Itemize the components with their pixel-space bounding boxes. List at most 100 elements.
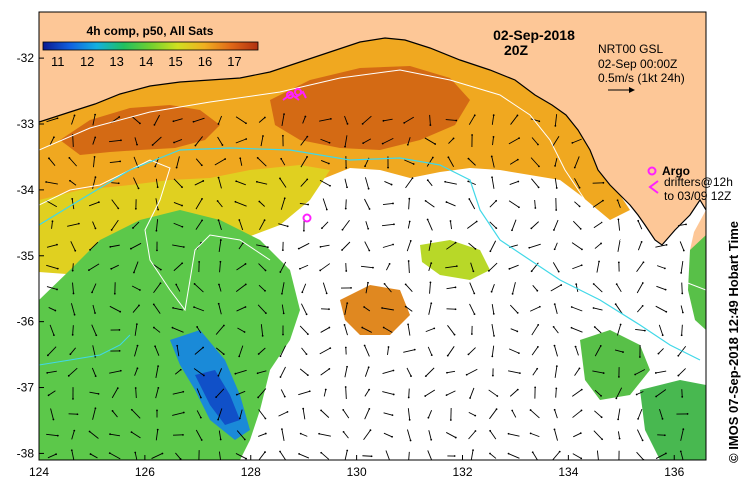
current-vector-head: [580, 457, 582, 459]
current-vector-head: [328, 327, 330, 329]
current-vector-head: [409, 221, 411, 223]
current-vector-head: [279, 178, 281, 180]
current-vector-head: [408, 397, 410, 399]
current-vector-head: [153, 304, 155, 306]
current-vector-head: [658, 353, 660, 355]
current-vector-head: [342, 409, 344, 411]
current-vector-head: [368, 408, 370, 410]
current-vector-head: [665, 311, 667, 313]
current-vector-head: [601, 438, 603, 440]
current-vector-head: [424, 395, 426, 397]
current-vector-head: [455, 308, 457, 310]
current-vector-head: [534, 386, 536, 388]
current-vector-head: [468, 354, 470, 356]
current-vector-head: [574, 167, 576, 169]
current-vector-head: [245, 138, 247, 140]
current-vector-head: [320, 246, 322, 248]
current-vector-head: [234, 373, 236, 375]
current-vector-head: [220, 439, 222, 441]
current-vector-head: [281, 293, 283, 295]
current-vector-head: [471, 134, 473, 136]
current-vector-head: [350, 287, 352, 289]
current-vector-head: [135, 387, 137, 389]
current-vector-head: [89, 431, 91, 433]
current-vector-head: [687, 413, 689, 415]
current-vector-head: [320, 452, 322, 454]
current-vector-head: [265, 433, 267, 435]
current-vector-arrow: [111, 183, 118, 184]
current-vector-head: [91, 292, 93, 294]
current-vector-head: [368, 250, 370, 252]
current-vector-head: [600, 395, 602, 397]
current-vector-head: [392, 414, 394, 416]
current-vector-head: [391, 184, 393, 186]
current-vector-head: [491, 291, 493, 293]
current-vector-head: [474, 114, 476, 116]
current-vector-head: [556, 365, 558, 367]
current-source-label: NRT00 GSL: [598, 42, 663, 56]
current-vector-head: [530, 409, 532, 411]
current-vector-head: [264, 451, 266, 453]
current-vector-head: [489, 453, 491, 455]
current-vector-head: [580, 228, 582, 230]
current-vector-head: [362, 142, 364, 144]
current-vector-head: [393, 223, 395, 225]
current-vector-arrow: [73, 135, 74, 147]
current-vector-head: [154, 345, 156, 347]
current-vector-head: [68, 157, 70, 159]
current-vector-head: [53, 334, 55, 336]
current-vector-head: [306, 353, 308, 355]
current-vector-head: [555, 209, 557, 211]
current-vector-head: [511, 410, 513, 412]
current-vector-head: [215, 396, 217, 398]
current-vector-head: [118, 116, 120, 118]
current-vector-head: [345, 347, 347, 349]
lat-tick-label: -35: [17, 249, 35, 263]
current-vector-head: [468, 198, 470, 200]
current-vector-head: [637, 418, 639, 420]
current-vector-head: [172, 327, 174, 329]
current-vector-head: [238, 219, 240, 221]
current-vector-head: [77, 413, 79, 415]
current-vector-head: [538, 120, 540, 122]
current-vector-head: [118, 182, 120, 184]
current-vector-head: [264, 117, 266, 119]
current-vector-head: [89, 249, 91, 251]
current-vector-head: [344, 324, 346, 326]
current-vector-head: [280, 376, 282, 378]
current-vector-head: [508, 453, 510, 455]
current-vector-head: [306, 313, 308, 315]
current-vector-head: [643, 261, 645, 263]
current-vector-head: [298, 248, 300, 250]
current-vector-head: [408, 260, 410, 262]
current-vector-head: [636, 394, 638, 396]
current-vector-head: [372, 267, 374, 269]
current-vector-arrow: [409, 389, 410, 398]
colorbar-tick-label: 12: [80, 54, 94, 69]
current-vector-head: [326, 292, 328, 294]
current-vector-head: [109, 246, 111, 248]
current-vector-head: [119, 311, 121, 313]
current-vector-head: [430, 281, 432, 283]
current-vector-head: [493, 136, 495, 138]
lat-tick-label: -38: [17, 446, 35, 460]
current-vector-head: [518, 137, 520, 139]
current-vector-head: [223, 353, 225, 355]
current-vector-head: [413, 163, 415, 165]
current-vector-head: [427, 219, 429, 221]
current-vector-head: [157, 186, 159, 188]
current-vector-head: [383, 327, 385, 329]
current-vector-head: [662, 418, 664, 420]
current-vector-head: [139, 122, 141, 124]
current-vector-head: [264, 219, 266, 221]
current-vector-head: [455, 120, 457, 122]
current-vector-head: [655, 372, 657, 374]
current-vector-head: [265, 270, 267, 272]
current-vector-head: [244, 439, 246, 441]
current-vector-head: [664, 267, 666, 269]
current-vector-head: [511, 229, 513, 231]
current-vector-head: [156, 249, 158, 251]
current-vector-head: [384, 283, 386, 285]
current-vector-head: [300, 433, 302, 435]
current-vector-head: [172, 307, 174, 309]
